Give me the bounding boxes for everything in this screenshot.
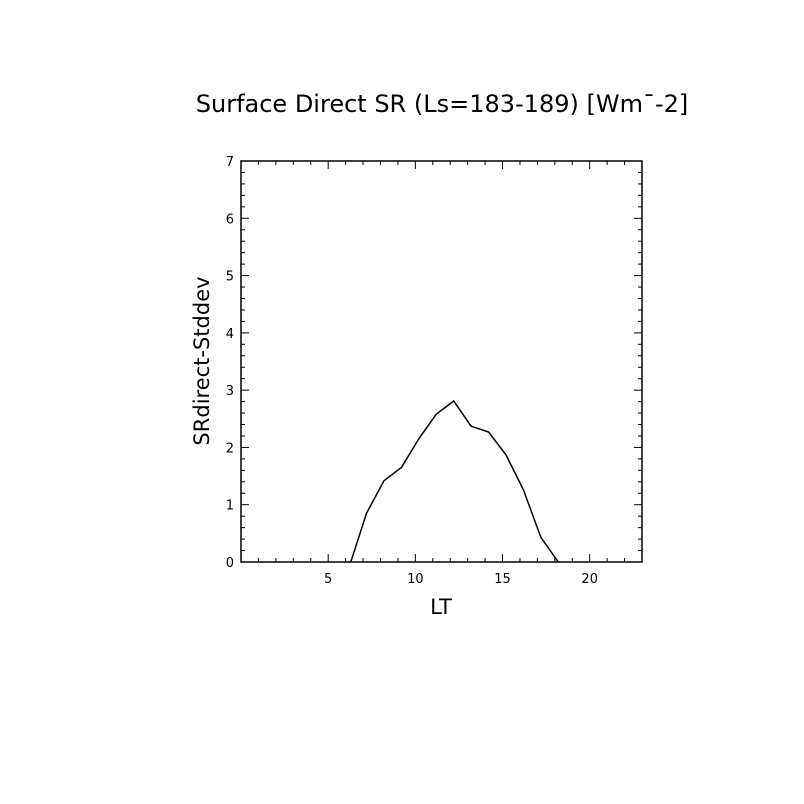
- chart-title: Surface Direct SR (Ls=183-189) [Wm¯-2]: [196, 90, 688, 118]
- y-tick-label: 7: [226, 155, 234, 170]
- y-axis-label: SRdirect-Stddev: [190, 276, 214, 445]
- axis-ticks: [240, 160, 643, 563]
- series-group: [350, 399, 559, 563]
- y-tick-label: 1: [226, 499, 234, 514]
- y-tick-label: 0: [226, 556, 234, 571]
- x-tick-label: 15: [494, 572, 511, 587]
- plot-frame: [240, 160, 643, 563]
- y-tick-label: 6: [226, 212, 234, 227]
- x-tick-label: 20: [581, 572, 598, 587]
- y-tick-label: 4: [226, 327, 234, 342]
- y-tick-label: 2: [226, 441, 234, 456]
- x-tick-label: 10: [407, 572, 424, 587]
- x-axis-label: LT: [430, 595, 452, 619]
- x-tick-label: 5: [324, 572, 332, 587]
- series-line: [350, 399, 559, 563]
- tick-labels: 5 10 15 20 0 1 2 3 4 5 6 7: [226, 155, 598, 587]
- y-tick-label: 3: [226, 384, 234, 399]
- y-tick-label: 5: [226, 270, 234, 285]
